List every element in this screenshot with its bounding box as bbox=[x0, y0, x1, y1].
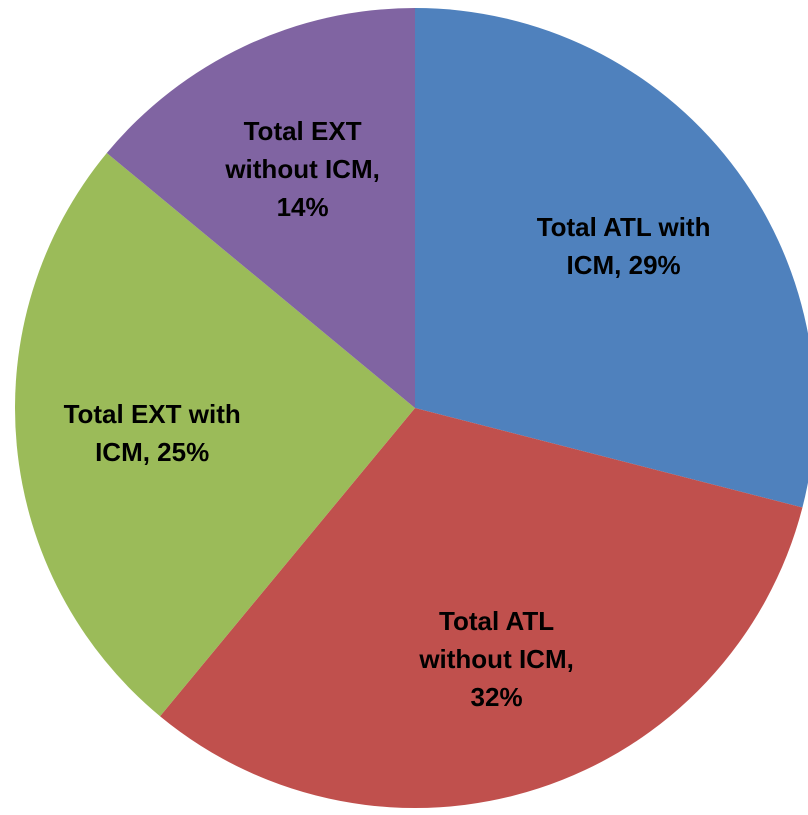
data-label: Total EXT without ICM, 14% bbox=[224, 116, 380, 222]
data-label: Total ATL with ICM, 29% bbox=[537, 212, 711, 280]
pie-slice bbox=[415, 8, 808, 508]
pie-slice bbox=[14, 153, 415, 717]
pie-slice bbox=[106, 7, 415, 408]
pie-slice bbox=[160, 408, 803, 809]
data-label: Total ATL without ICM, 32% bbox=[418, 606, 574, 712]
data-label: Total EXT with ICM, 25% bbox=[64, 399, 241, 467]
